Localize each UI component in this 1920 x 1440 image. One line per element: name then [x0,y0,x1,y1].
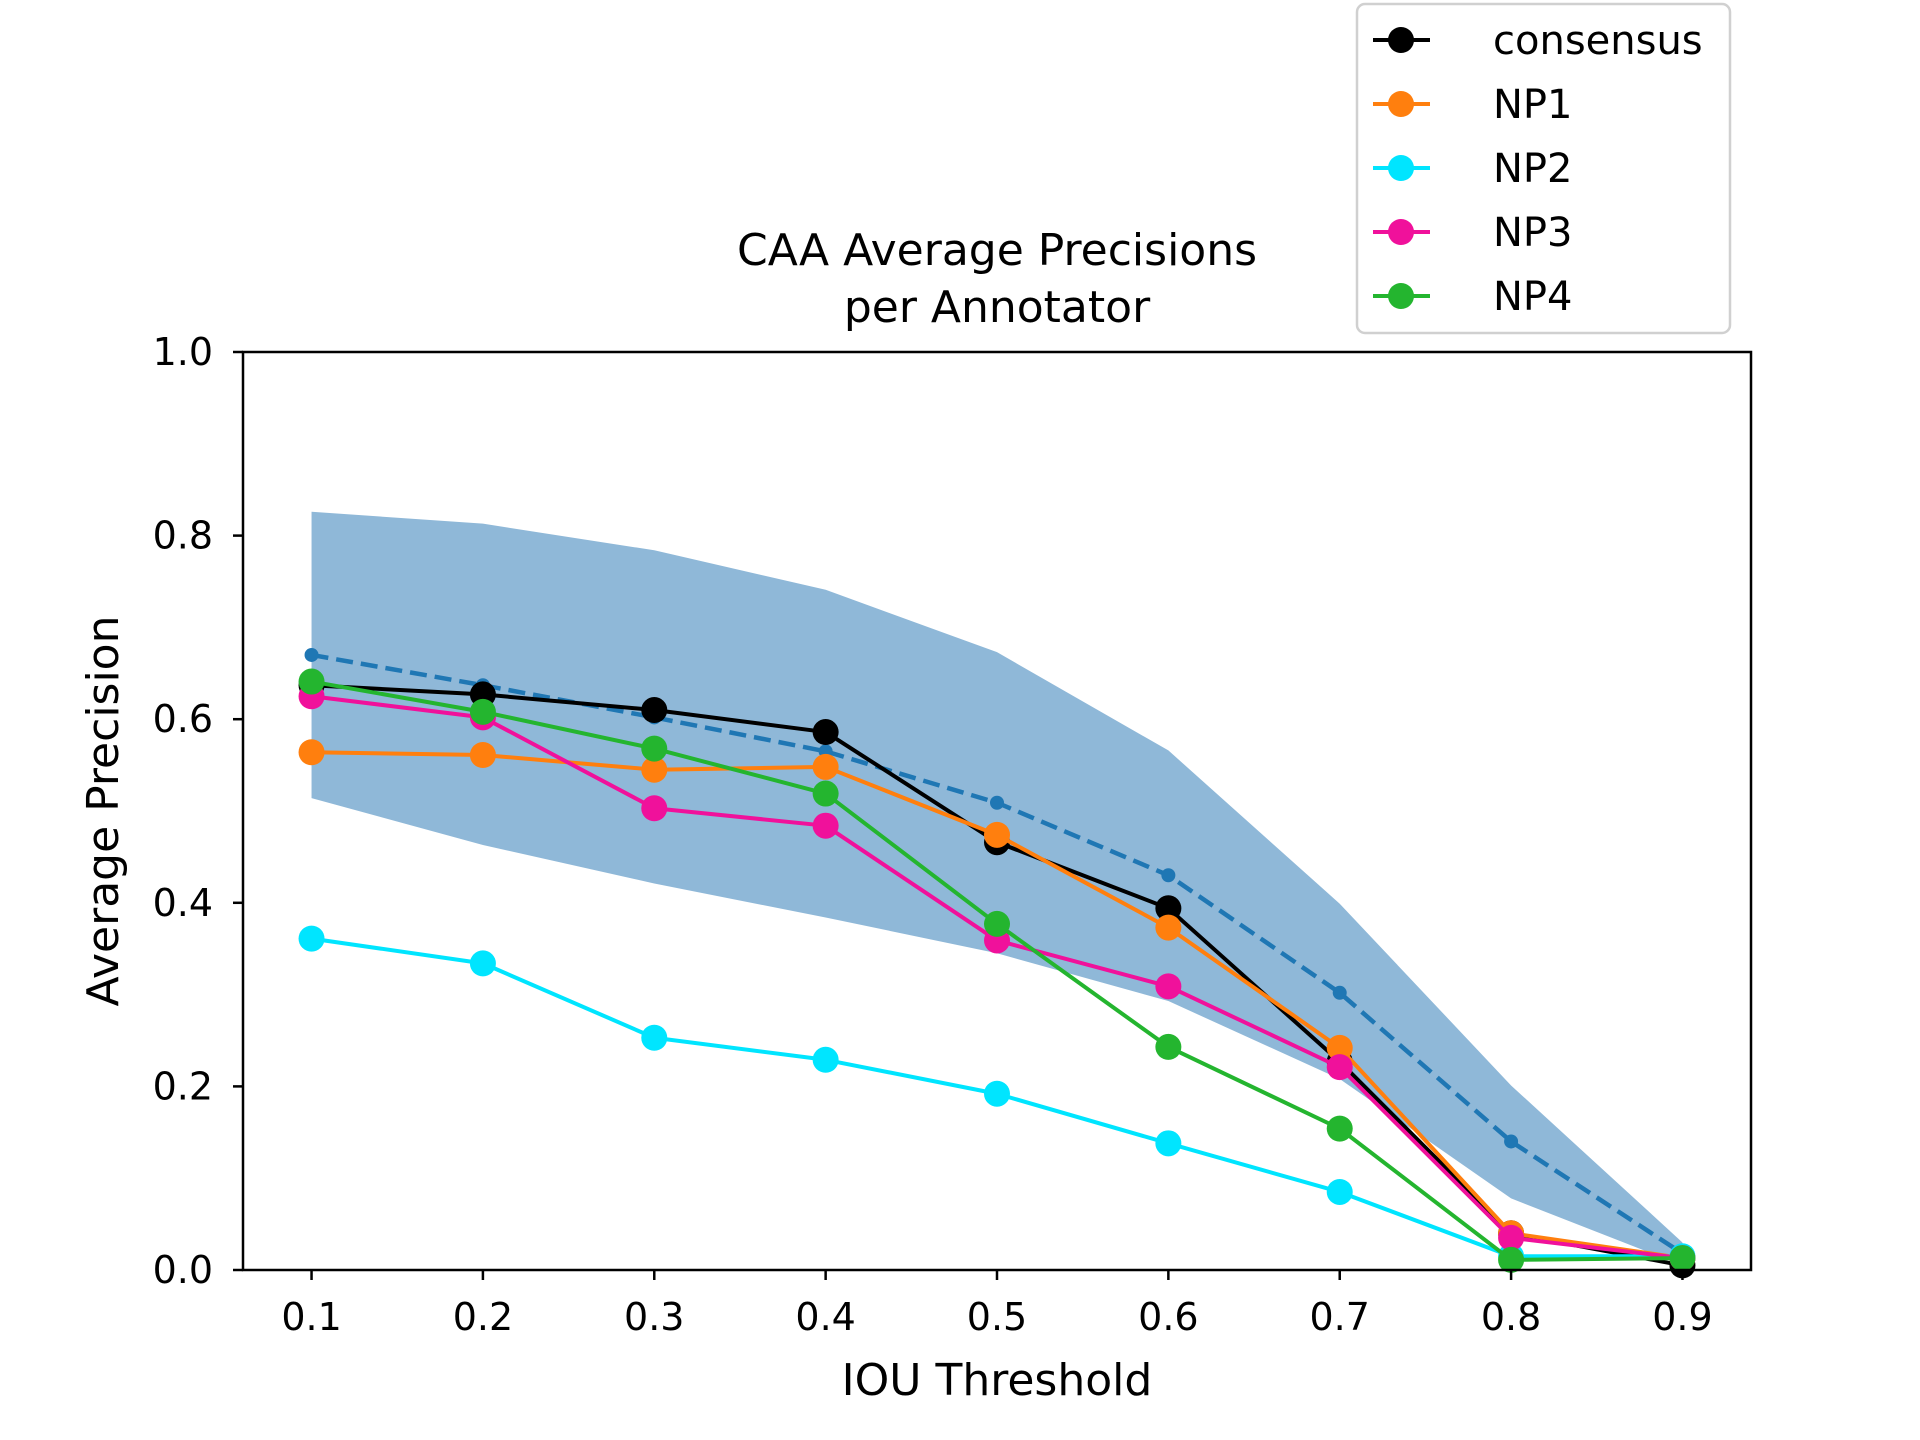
data-point-np4 [984,910,1010,937]
mean-point [990,795,1004,810]
data-point-np4 [1669,1245,1696,1272]
data-point-np1 [812,753,839,780]
data-point-np4 [641,735,668,762]
x-tick-label: 0.3 [624,1295,684,1339]
data-point-np4 [812,780,839,807]
legend-label: NP3 [1493,210,1573,256]
x-tick-label: 0.1 [281,1295,341,1339]
series-layer [298,668,1696,1279]
legend-marker [1388,283,1414,309]
data-point-np3 [641,795,668,822]
data-point-np2 [469,950,496,977]
x-tick-label: 0.4 [795,1295,855,1339]
data-point-np3 [1498,1224,1525,1251]
mean-point [1332,985,1347,1000]
legend-label: NP1 [1493,82,1573,128]
data-point-np2 [641,1024,668,1051]
mean-point [1161,868,1176,883]
x-axis-label: IOU Threshold [842,1355,1153,1406]
data-point-np3 [1326,1054,1353,1081]
legend-box [1355,2,1732,335]
legend-label: NP4 [1493,274,1573,320]
y-tick-label: 0.4 [153,881,213,925]
data-point-np2 [984,1080,1010,1107]
legend-entry-np1: NP1 [1373,82,1573,128]
data-point-np4 [298,668,325,695]
data-point-np1 [298,739,325,766]
data-point-np4 [1498,1246,1525,1273]
data-point-np2 [298,925,325,952]
data-point-np1 [469,742,496,769]
data-point-consensus [641,697,668,724]
legend-label: NP2 [1493,146,1573,192]
mean-point [304,647,319,662]
data-point-np4 [1326,1115,1353,1142]
x-tick-label: 0.5 [967,1295,1027,1339]
data-point-np3 [812,812,839,839]
legend-marker [1388,155,1414,181]
y-axis-ticks: 0.0 0.2 0.4 0.6 0.8 1.0 [153,330,243,1292]
chart-title-line-1: CAA Average Precisions [737,225,1257,276]
mean-point [1504,1134,1519,1149]
y-tick-label: 1.0 [153,330,213,374]
legend-label: consensus [1493,18,1703,64]
data-point-consensus [812,719,839,746]
x-tick-label: 0.9 [1652,1295,1712,1339]
data-point-np4 [1155,1033,1182,1060]
data-point-np4 [469,698,496,725]
legend-marker [1388,91,1414,117]
y-tick-label: 0.8 [153,514,213,558]
data-point-np2 [1326,1178,1353,1205]
legend-marker [1388,219,1414,245]
x-tick-label: 0.6 [1138,1295,1198,1339]
data-point-np3 [1155,973,1182,1000]
x-tick-label: 0.7 [1310,1295,1370,1339]
data-point-consensus [1155,895,1182,922]
legend-entry-np2: NP2 [1373,146,1573,192]
data-point-np2 [812,1046,839,1073]
data-point-np1 [1155,914,1182,941]
y-tick-label: 0.2 [153,1064,213,1108]
data-point-np1 [641,756,668,783]
data-point-np2 [1155,1130,1182,1157]
legend-entry-np4: NP4 [1373,274,1573,320]
legend-entry-np3: NP3 [1373,210,1573,256]
y-tick-label: 0.6 [153,697,213,741]
x-tick-label: 0.2 [453,1295,513,1339]
x-tick-label: 0.8 [1481,1295,1541,1339]
legend-marker [1388,27,1414,53]
data-point-np1 [984,821,1010,848]
series-np4 [298,668,1696,1273]
y-axis-label: Average Precision [78,616,129,1007]
chart-title-line-2: per Annotator [844,282,1151,333]
data-point-np1 [1326,1034,1353,1061]
x-axis-ticks: 0.1 0.2 0.3 0.4 0.5 0.6 0.7 0.8 0.9 [281,1270,1713,1339]
legend-entry-consensus: consensus [1373,18,1703,64]
legend: consensus NP1 NP2 NP3 NP4 [1355,2,1732,335]
y-tick-label: 0.0 [153,1248,213,1292]
